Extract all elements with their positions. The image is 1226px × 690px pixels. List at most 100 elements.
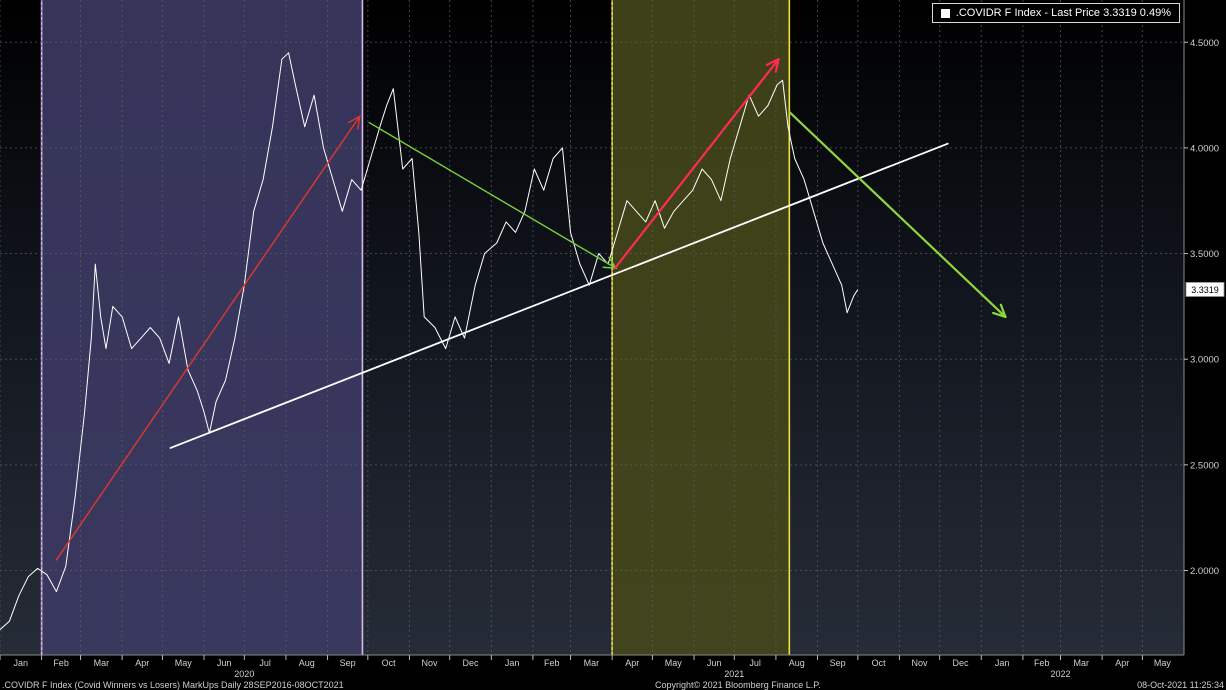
trend-line-4 (613, 58, 780, 270)
x-tick-label-25: Jan (995, 658, 1010, 668)
price-point-9 (75, 496, 76, 497)
price-point-63 (543, 190, 544, 191)
price-point-3 (18, 595, 19, 596)
x-tick-label-1: Jan (14, 658, 29, 668)
x-tick-label-23: Nov (912, 658, 929, 668)
price-point-38 (314, 94, 315, 95)
price-point-12 (95, 264, 96, 265)
price-point-77 (673, 211, 674, 212)
trend-line-5 (788, 110, 1007, 319)
price-point-84 (739, 126, 740, 127)
y-axis-background (1184, 0, 1226, 655)
x-tick-label-8: Aug (299, 658, 315, 668)
price-point-71 (617, 232, 618, 233)
price-point-62 (534, 168, 535, 169)
x-tick-label-11: Nov (422, 658, 439, 668)
x-tick-label-26: Feb (1034, 658, 1050, 668)
price-point-32 (263, 179, 264, 180)
price-series-line (0, 52, 859, 630)
price-point-52 (434, 327, 435, 328)
price-point-47 (393, 88, 394, 89)
price-point-55 (464, 337, 465, 338)
price-point-46 (386, 105, 387, 106)
price-point-74 (645, 221, 646, 222)
x-tick-label-7: Jul (259, 658, 271, 668)
legend-label: .COVIDR F Index - Last Price 3.3319 0.49… (955, 7, 1171, 19)
price-point-78 (683, 200, 684, 201)
price-point-50 (418, 232, 419, 233)
price-point-14 (105, 348, 106, 349)
price-point-27 (216, 401, 217, 402)
price-point-24 (197, 390, 198, 391)
price-point-42 (351, 179, 352, 180)
price-point-57 (484, 253, 485, 254)
x-year-label-2: 2021 (724, 669, 744, 679)
y-tick-label-4: 3.5000 (1190, 249, 1219, 260)
price-point-61 (524, 211, 525, 212)
price-point-25 (203, 411, 204, 412)
price-point-44 (370, 158, 371, 159)
price-point-20 (159, 337, 160, 338)
price-point-17 (131, 348, 132, 349)
x-tick-label-13: Jan (505, 658, 520, 668)
x-tick-label-20: Aug (789, 658, 805, 668)
trend-line-2 (169, 142, 949, 449)
price-point-6 (46, 574, 47, 575)
price-point-48 (402, 168, 403, 169)
price-point-37 (304, 126, 305, 127)
y-tick-label-3: 3.0000 (1190, 355, 1219, 366)
price-point-41 (342, 211, 343, 212)
trend-arrowhead-5 (991, 303, 1007, 319)
y-tick-label-5: 4.0000 (1190, 143, 1219, 154)
price-point-8 (65, 566, 66, 567)
price-point-81 (711, 179, 712, 180)
price-point-21 (169, 363, 170, 364)
shaded-region-1 (41, 0, 363, 655)
price-point-40 (332, 179, 333, 180)
price-point-28 (225, 380, 226, 381)
legend-swatch (940, 8, 950, 18)
price-point-33 (272, 126, 273, 127)
x-tick-label-12: Dec (463, 658, 480, 668)
price-point-66 (570, 232, 571, 233)
footer-copyright: Copyright© 2021 Bloomberg Finance L.P. (655, 680, 821, 690)
price-point-54 (454, 316, 455, 317)
x-tick-label-6: Jun (217, 658, 232, 668)
x-tick-label-24: Dec (952, 658, 969, 668)
price-point-93 (813, 211, 814, 212)
price-point-76 (664, 228, 665, 229)
x-tick-label-9: Sep (340, 658, 356, 668)
x-year-label-1: 2020 (234, 669, 254, 679)
x-tick-label-17: May (665, 658, 683, 668)
price-point-73 (636, 211, 637, 212)
price-point-2 (9, 621, 10, 622)
price-point-92 (803, 179, 804, 180)
price-point-16 (122, 316, 123, 317)
price-point-56 (475, 285, 476, 286)
price-point-19 (150, 327, 151, 328)
footer-timestamp: 08-Oct-2021 11:25:34 (1137, 680, 1224, 690)
price-point-65 (562, 147, 563, 148)
price-point-89 (782, 80, 783, 81)
price-point-82 (720, 200, 721, 201)
price-point-88 (777, 84, 778, 85)
price-point-53 (445, 348, 446, 349)
x-tick-label-2: Feb (53, 658, 69, 668)
trend-arrowhead-1 (347, 115, 361, 130)
price-point-58 (496, 242, 497, 243)
price-point-90 (787, 126, 788, 127)
price-point-96 (841, 285, 842, 286)
x-tick-label-18: Jun (707, 658, 722, 668)
last-price-tag-label: 3.3319 (1191, 285, 1219, 295)
footer-index-description: .COVIDR F Index (Covid Winners vs Losers… (2, 680, 344, 690)
trend-line-1 (55, 115, 361, 561)
price-point-15 (112, 306, 113, 307)
trend-arrowhead-4 (765, 58, 780, 73)
y-tick-label-2: 2.5000 (1190, 460, 1219, 471)
price-point-11 (91, 337, 92, 338)
price-point-64 (552, 158, 553, 159)
price-point-39 (323, 147, 324, 148)
price-point-67 (579, 264, 580, 265)
x-tick-label-4: Apr (135, 658, 149, 668)
